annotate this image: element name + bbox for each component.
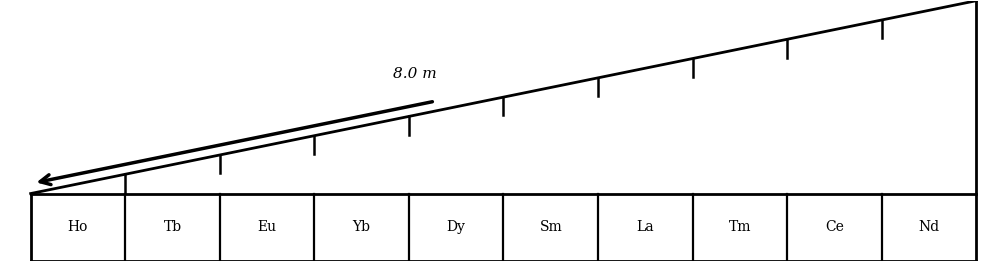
Text: Tm: Tm bbox=[729, 220, 751, 234]
Text: Ce: Ce bbox=[825, 220, 844, 234]
Text: Eu: Eu bbox=[258, 220, 277, 234]
Text: Sm: Sm bbox=[539, 220, 562, 234]
Text: Tb: Tb bbox=[163, 220, 182, 234]
Text: Nd: Nd bbox=[918, 220, 940, 234]
Text: La: La bbox=[637, 220, 654, 234]
Text: 8.0 m: 8.0 m bbox=[393, 67, 437, 81]
Text: Dy: Dy bbox=[447, 220, 466, 234]
Text: Yb: Yb bbox=[353, 220, 371, 234]
Text: Ho: Ho bbox=[68, 220, 88, 234]
